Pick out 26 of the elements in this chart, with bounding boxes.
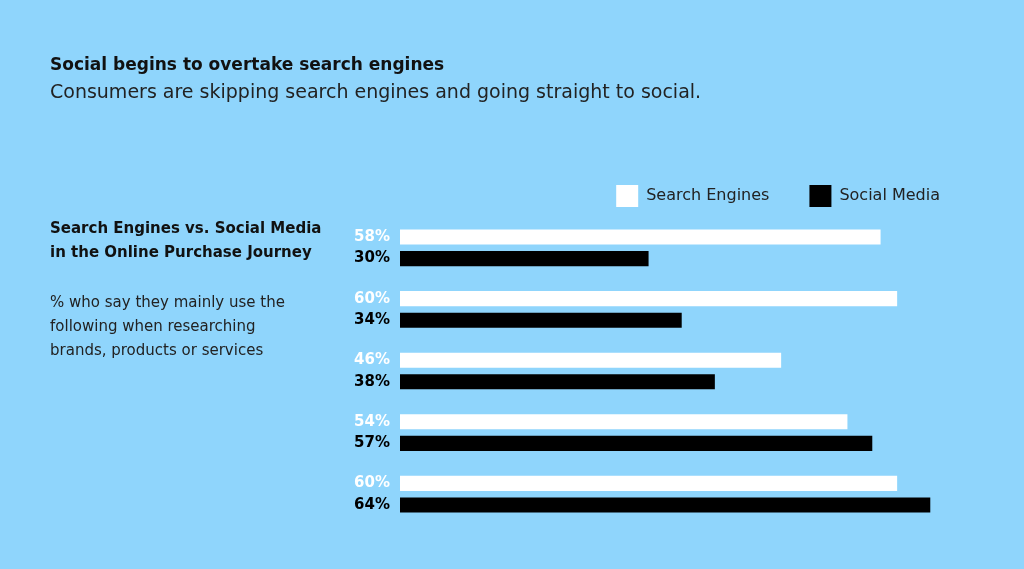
bar [400,374,715,390]
text: Social begins to overtake search engines [50,54,445,74]
bar [400,414,848,430]
bar [400,435,873,451]
legend-label: Social Media [839,185,940,205]
data-label: 30% [354,248,390,267]
bar [400,291,898,307]
legend-label: Search Engines [646,185,770,205]
data-label: 54% [354,411,390,430]
bar [400,475,898,491]
bar [400,352,782,368]
text: Search Engines vs. Social Media in the Online Purchase Journey [50,218,323,263]
bar [400,312,682,328]
data-label: 58% [354,226,390,245]
data-label: 60% [354,473,390,492]
text: % who say they mainly use the following when researching brands, products or services [50,292,286,361]
chart-subtitle: Consumers are skipping search engines and going straight to social. [50,80,702,102]
data-label: 64% [354,494,390,513]
data-label: 57% [354,433,390,452]
bar [400,497,931,513]
data-label: 46% [354,350,390,369]
data-label: 38% [354,371,390,390]
bar [400,229,881,245]
data-label: 34% [354,310,390,329]
bar [400,251,649,267]
data-label: 60% [354,288,390,307]
